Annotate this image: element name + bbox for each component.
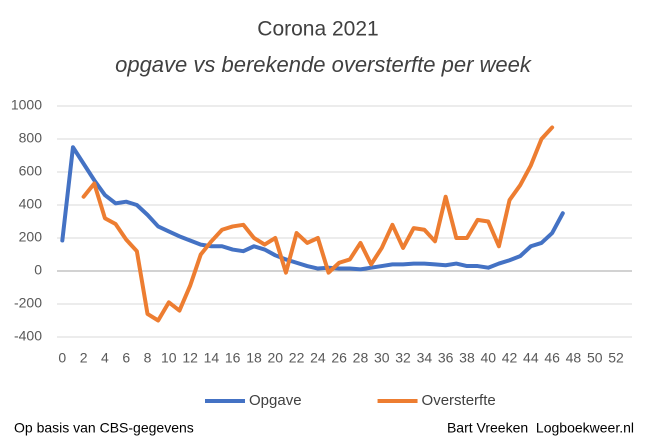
series-line — [60, 145, 565, 272]
x-tick-label: 4 — [101, 350, 109, 366]
y-tick-label: 400 — [19, 196, 43, 212]
x-tick-label: 40 — [480, 350, 496, 366]
x-tick-label: 32 — [395, 350, 411, 366]
x-tick-label: 46 — [544, 350, 560, 366]
y-tick-label: -200 — [14, 295, 42, 311]
x-tick-label: 8 — [144, 350, 152, 366]
chart-title: Corona 2021 — [257, 18, 378, 41]
y-tick-label: 200 — [19, 229, 43, 245]
footer-right: Bart Vreeken Logboekweer.nl — [447, 420, 634, 436]
x-tick-label: 52 — [608, 350, 624, 366]
x-tick-label: 34 — [417, 350, 433, 366]
legend-label: Oversterfte — [422, 392, 496, 409]
footer-left: Op basis van CBS-gegevens — [14, 420, 194, 436]
x-tick-label: 28 — [353, 350, 369, 366]
x-tick-label: 10 — [161, 350, 177, 366]
series-line — [81, 125, 555, 323]
y-tick-label: 600 — [19, 163, 43, 179]
x-tick-label: 20 — [267, 350, 283, 366]
x-tick-label: 36 — [438, 350, 454, 366]
x-tick-label: 22 — [289, 350, 305, 366]
x-tick-label: 44 — [523, 350, 539, 366]
x-tick-label: 16 — [225, 350, 241, 366]
x-tick-label: 48 — [566, 350, 582, 366]
y-tick-label: 1000 — [11, 97, 42, 113]
x-tick-label: 14 — [204, 350, 220, 366]
x-tick-label: 42 — [502, 350, 518, 366]
x-tick-label: 6 — [122, 350, 130, 366]
x-tick-label: 12 — [182, 350, 198, 366]
y-tick-label: -400 — [14, 328, 42, 344]
x-tick-label: 30 — [374, 350, 390, 366]
y-tick-label: 800 — [19, 130, 43, 146]
x-tick-label: 0 — [58, 350, 66, 366]
x-tick-label: 18 — [246, 350, 262, 366]
x-tick-label: 26 — [331, 350, 347, 366]
legend-label: Opgave — [249, 392, 302, 409]
x-tick-label: 2 — [80, 350, 88, 366]
y-tick-label: 0 — [34, 262, 42, 278]
x-tick-label: 24 — [310, 350, 326, 366]
x-tick-label: 38 — [459, 350, 475, 366]
x-tick-label: 50 — [587, 350, 603, 366]
chart-subtitle: opgave vs berekende oversterfte per week — [115, 52, 532, 77]
